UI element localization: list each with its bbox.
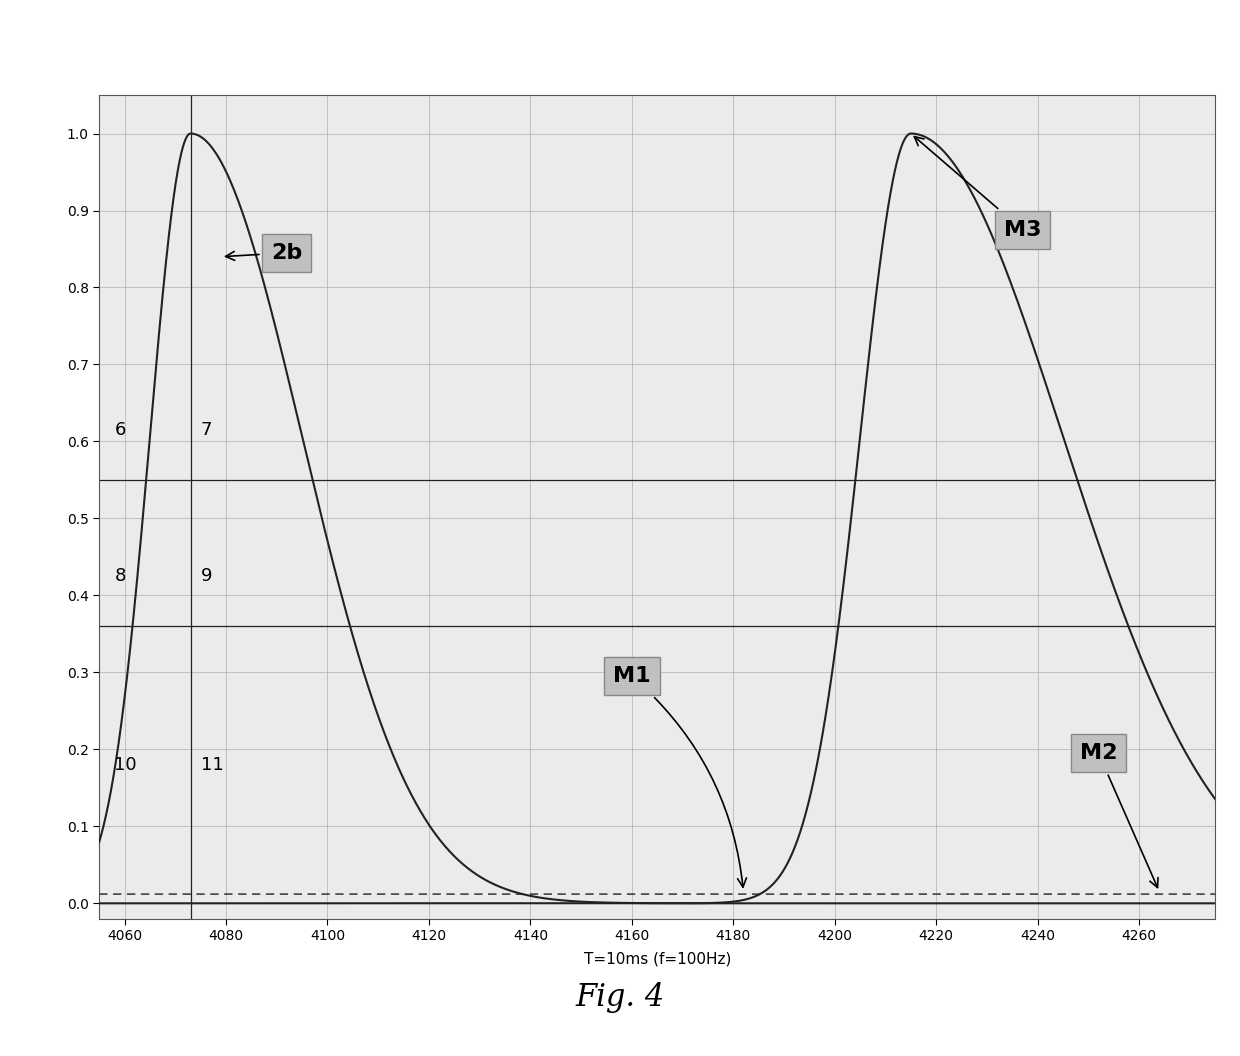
Text: 10: 10 xyxy=(114,756,138,774)
Text: M2: M2 xyxy=(1080,743,1158,887)
Text: 7: 7 xyxy=(201,421,212,439)
X-axis label: T=10ms (f=100Hz): T=10ms (f=100Hz) xyxy=(584,951,730,966)
Text: 6: 6 xyxy=(114,421,125,439)
Text: Fig. 4: Fig. 4 xyxy=(575,982,665,1014)
Text: 9: 9 xyxy=(201,567,212,585)
Text: 11: 11 xyxy=(201,756,223,774)
Text: 8: 8 xyxy=(114,567,125,585)
Text: 2b: 2b xyxy=(226,243,303,263)
Text: M1: M1 xyxy=(613,666,746,887)
Text: M3: M3 xyxy=(914,136,1042,240)
